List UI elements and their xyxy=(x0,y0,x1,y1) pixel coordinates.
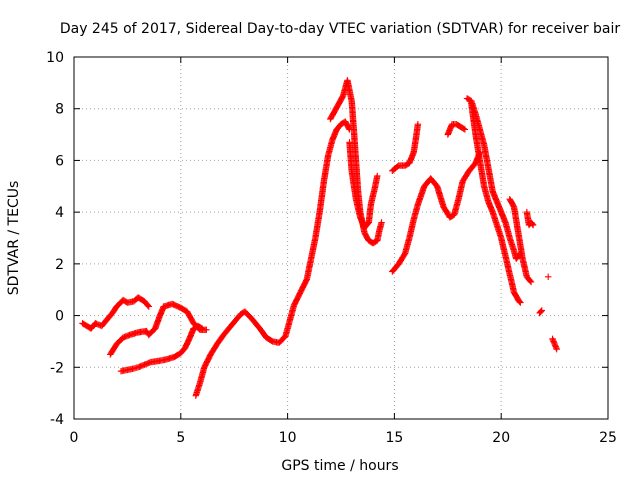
y-tick-label: 10 xyxy=(46,50,64,66)
data-point-marker xyxy=(527,277,534,285)
data-point-marker xyxy=(197,324,205,332)
x-tick-label: 15 xyxy=(385,430,403,446)
data-point-marker xyxy=(378,219,385,226)
y-tick-label: 0 xyxy=(55,309,64,325)
x-tick-label: 25 xyxy=(599,430,617,446)
y-axis-label: SDTVAR / TECUs xyxy=(6,181,22,296)
data-point-marker xyxy=(374,172,381,180)
data-point-marker xyxy=(460,125,467,132)
data-point-marker xyxy=(144,302,152,309)
axis-ticks: 0 5 10 15 20 25 -4 -2 0 2 4 6 8 10 xyxy=(46,50,617,446)
data-point-marker xyxy=(529,221,536,228)
data-point-marker xyxy=(516,298,523,305)
data-point-marker xyxy=(537,308,545,315)
data-point-marker xyxy=(530,221,537,229)
x-tick-label: 20 xyxy=(492,430,510,446)
data-point-marker xyxy=(517,299,524,306)
y-tick-label: 6 xyxy=(55,153,64,169)
y-tick-label: 4 xyxy=(55,205,64,221)
data-point-marker xyxy=(538,307,545,314)
data-markers xyxy=(79,77,560,399)
data-point-marker xyxy=(145,303,152,310)
x-tick-label: 0 xyxy=(70,430,79,446)
data-point-marker xyxy=(461,126,469,133)
y-tick-label: 2 xyxy=(55,257,64,273)
y-tick-label: -4 xyxy=(50,412,64,428)
data-point-marker xyxy=(553,346,560,353)
data-point-marker xyxy=(199,325,206,332)
x-axis-label: GPS time / hours xyxy=(281,458,398,474)
grid xyxy=(74,57,608,419)
data-point-marker xyxy=(545,273,552,280)
plot-frame xyxy=(73,56,609,420)
data-point-marker xyxy=(527,278,535,286)
x-tick-label: 5 xyxy=(176,430,185,446)
y-tick-label: 8 xyxy=(55,102,64,118)
data-point-marker xyxy=(414,121,422,128)
x-tick-label: 10 xyxy=(279,430,297,446)
y-tick-label: -2 xyxy=(50,360,64,376)
data-point-marker xyxy=(203,326,210,333)
chart-title: Day 245 of 2017, Sidereal Day-to-day VTE… xyxy=(60,21,621,37)
